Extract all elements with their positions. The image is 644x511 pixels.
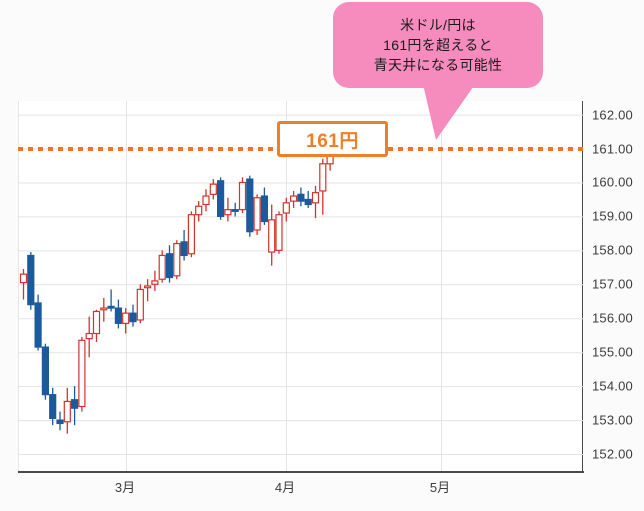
callout-tail-icon bbox=[422, 80, 478, 140]
callout-bubble: 米ドル/円は 161円を超えると 青天井になる可能性 bbox=[333, 2, 543, 88]
callout-line-1: 米ドル/円は bbox=[400, 17, 476, 33]
y-axis-tick-label: 152.00 bbox=[592, 446, 633, 462]
x-axis-tick-label: 5月 bbox=[429, 480, 451, 495]
threshold-label-text: 161円 bbox=[306, 130, 359, 152]
y-axis-tick-label: 160.00 bbox=[592, 174, 633, 190]
y-axis-tick-label: 153.00 bbox=[592, 412, 633, 428]
y-axis-tick-label: 161.00 bbox=[592, 141, 633, 157]
y-axis-tick-label: 154.00 bbox=[592, 378, 633, 394]
callout-line-2: 161円を超えると bbox=[383, 37, 493, 53]
y-axis-tick-label: 157.00 bbox=[592, 276, 633, 292]
y-axis-tick-label: 155.00 bbox=[592, 344, 633, 360]
callout-line-3: 青天井になる可能性 bbox=[373, 57, 503, 73]
y-axis-tick-label: 159.00 bbox=[592, 208, 633, 224]
candlestick-chart bbox=[18, 101, 584, 471]
x-axis-line bbox=[18, 471, 584, 473]
y-axis-tick-label: 156.00 bbox=[592, 310, 633, 326]
y-axis-tick-label: 158.00 bbox=[592, 242, 633, 258]
threshold-label-box: 161円 bbox=[277, 121, 388, 157]
x-axis-tick-label: 3月 bbox=[114, 480, 136, 495]
x-axis-tick-label: 4月 bbox=[274, 480, 296, 495]
y-axis-tick-label: 162.00 bbox=[592, 107, 633, 123]
